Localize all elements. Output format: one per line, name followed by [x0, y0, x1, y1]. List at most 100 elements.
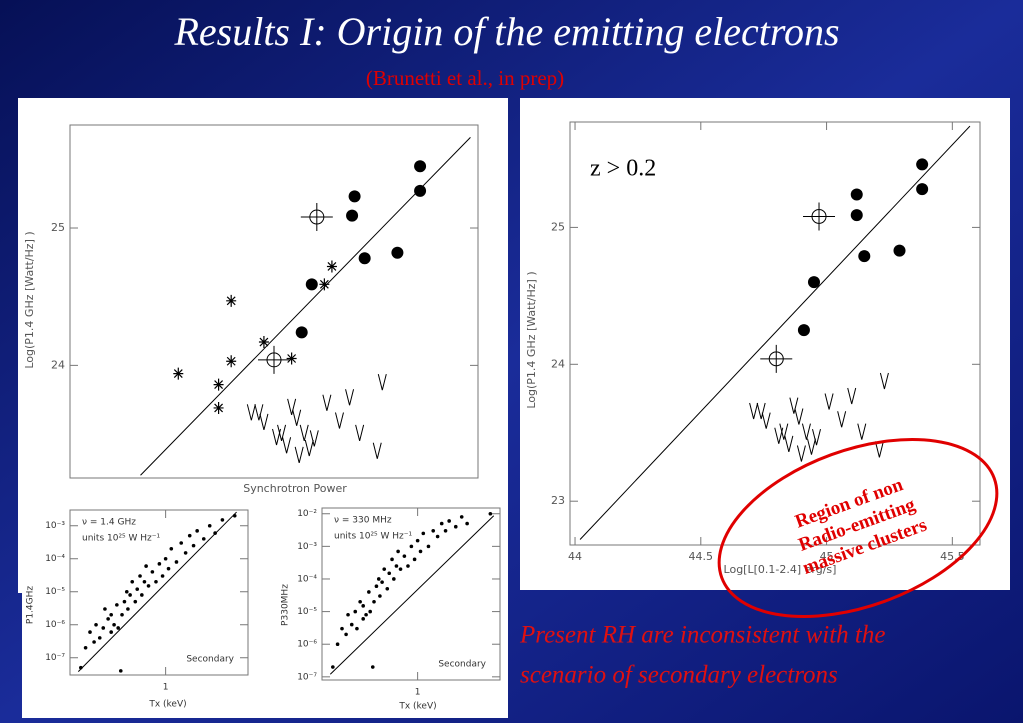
- nu-label: ν = 1.4 GHz: [82, 518, 136, 528]
- dot-point: [109, 630, 113, 634]
- dot-point: [103, 607, 107, 611]
- dot-point: [406, 564, 410, 568]
- y-tick-label: 10⁻⁷: [45, 653, 65, 663]
- y-tick-label: 24: [551, 357, 565, 370]
- y-tick-label: 10⁻⁵: [297, 607, 317, 617]
- asterisk-point: [326, 260, 337, 273]
- dot-point: [439, 521, 444, 526]
- upper-limit: [345, 389, 355, 406]
- asterisk-point: [226, 355, 237, 368]
- upper-limit: [304, 439, 314, 457]
- dot-point: [335, 642, 340, 647]
- filled-point: [358, 252, 371, 265]
- x-axis-label: Log[L[0.1-2.4] erg/s]: [724, 563, 837, 576]
- slide-title: Results I: Origin of the emitting electr…: [173, 9, 839, 54]
- fit-line: [140, 137, 471, 476]
- y-tick-label: 10⁻⁶: [45, 620, 65, 630]
- y-tick-label: 10⁻³: [297, 542, 317, 552]
- fit-line: [77, 511, 237, 672]
- upper-limit: [794, 408, 804, 425]
- dot-point: [415, 538, 420, 543]
- dot-point: [382, 567, 387, 571]
- dot-point: [372, 599, 376, 604]
- dot-point: [385, 587, 390, 591]
- dot-point: [465, 521, 469, 526]
- x-axis-label: Synchrotron Power: [243, 482, 347, 495]
- dot-point: [387, 571, 392, 576]
- units-label: units 10²⁵ W Hz⁻¹: [334, 532, 413, 542]
- dot-point: [115, 603, 119, 607]
- dot-point: [166, 566, 171, 571]
- dot-point: [380, 580, 384, 584]
- plot-frame: [321, 507, 501, 681]
- dot-point: [130, 580, 135, 584]
- x-tick-label: 45: [820, 550, 834, 563]
- dot-point: [118, 669, 123, 673]
- dot-point: [191, 543, 196, 548]
- dot-point: [88, 630, 92, 634]
- dot-point: [361, 604, 365, 608]
- dot-point: [116, 626, 120, 630]
- dot-point: [447, 519, 451, 523]
- dot-point: [92, 640, 96, 644]
- filled-point: [414, 160, 427, 173]
- x-axis-label: Tx (keV): [398, 702, 436, 712]
- dot-point: [160, 574, 165, 578]
- y-tick-label: 25: [551, 220, 565, 233]
- upper-limit: [796, 445, 806, 462]
- dot-point: [120, 613, 124, 617]
- charts: 24 25 Log(P1.4 GHz [Watt/Hz] ) Synchrotron …: [23, 121, 981, 712]
- upper-limit: [322, 394, 332, 411]
- y-tick-label: 10⁻⁶: [297, 640, 317, 650]
- dot-point: [163, 556, 168, 561]
- upper-limit: [334, 412, 344, 429]
- upper-limit: [824, 393, 834, 410]
- dot-point: [122, 599, 127, 604]
- dot-point: [346, 612, 350, 617]
- dot-point: [201, 537, 206, 541]
- upper-limit: [282, 437, 292, 454]
- dot-point: [376, 577, 381, 581]
- asterisk-point: [213, 401, 224, 414]
- upper-limit: [779, 423, 789, 440]
- dot-point: [409, 544, 414, 549]
- upper-limit: [355, 424, 365, 442]
- y-axis-label: P330MHz: [281, 584, 291, 626]
- filled-point: [807, 276, 820, 289]
- upper-limit: [299, 424, 309, 442]
- dot-point: [459, 515, 464, 519]
- dot-point: [126, 607, 130, 611]
- upper-limit: [272, 428, 282, 446]
- upper-limit: [309, 430, 319, 447]
- dot-point: [394, 564, 399, 568]
- upper-limit: [806, 438, 816, 455]
- dot-point: [412, 557, 417, 562]
- open-point: [760, 344, 793, 373]
- dot-point: [144, 564, 148, 568]
- dot-point: [358, 599, 362, 604]
- dot-point: [370, 665, 375, 669]
- upper-limit: [377, 373, 387, 391]
- upper-limit: [879, 372, 889, 390]
- asterisk-point: [226, 294, 237, 307]
- dot-point: [392, 577, 396, 581]
- dot-point: [124, 589, 129, 594]
- filled-point: [391, 246, 404, 259]
- open-point: [258, 345, 290, 374]
- dot-point: [183, 551, 188, 555]
- dot-point: [488, 511, 493, 516]
- fit-line: [579, 125, 971, 540]
- dot-point: [418, 549, 423, 554]
- dot-point: [361, 617, 365, 621]
- asterisk-point: [286, 352, 297, 365]
- dot-point: [135, 587, 140, 591]
- dot-point: [340, 626, 344, 631]
- corner-label: Secondary: [438, 660, 486, 670]
- y-tick-label: 10⁻³: [45, 521, 65, 531]
- dot-point: [443, 528, 448, 533]
- filled-point: [858, 250, 871, 263]
- dot-point: [179, 541, 184, 545]
- upper-limit: [801, 423, 811, 440]
- x-tick-label: 1: [163, 683, 169, 693]
